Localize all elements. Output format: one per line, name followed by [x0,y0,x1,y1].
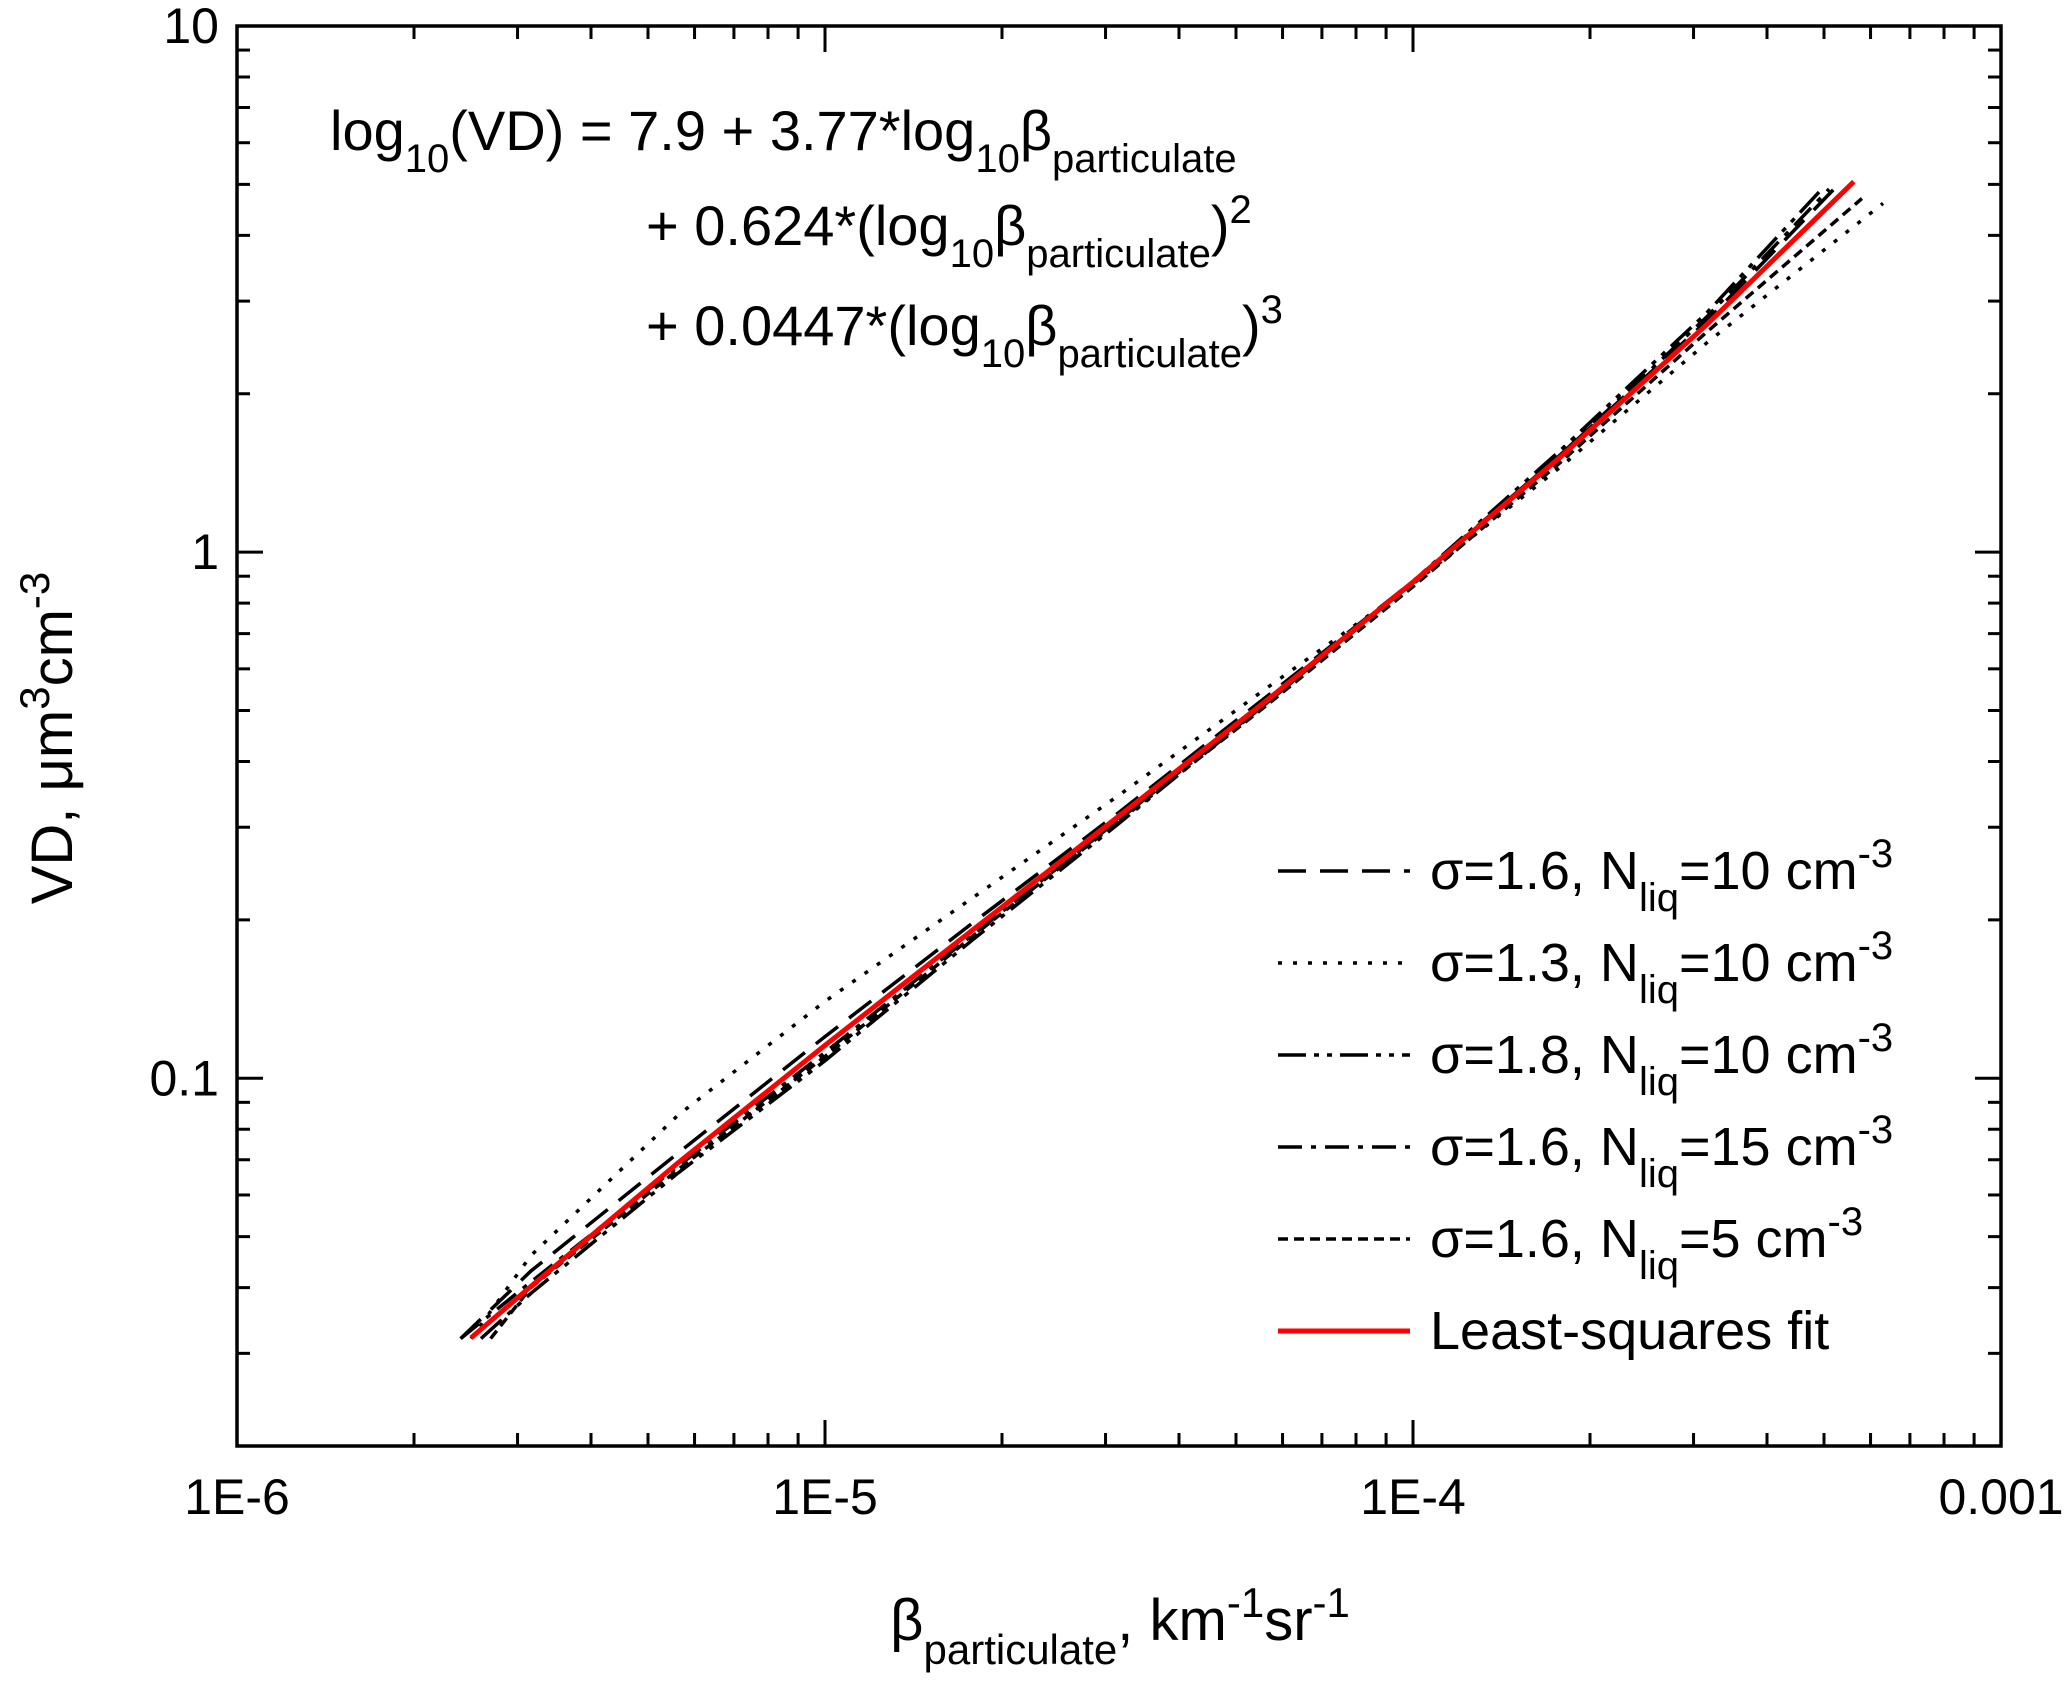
eq-part: + 0.624*(log [646,194,950,257]
series-line [489,197,1864,1340]
x-tick-label: 1E-4 [1360,1469,1466,1525]
eq-part: 2 [1230,188,1252,232]
eq-part: + 0.0447*(log [646,294,981,357]
x-label-part: particulate [924,1626,1118,1673]
legend-label-part: =10 cm [1679,1025,1858,1085]
legend-label: σ=1.3, Nliq=10 cm-3 [1430,924,1893,1012]
eq-part: ) [1242,294,1261,357]
y-label-part: cm [20,609,85,686]
x-label-part: β [890,1588,923,1653]
eq-part: β [1020,99,1052,162]
legend-label-part: liq [1639,968,1679,1012]
eq-part: ) [1211,194,1230,257]
legend-label-part: σ=1.3, N [1430,933,1639,993]
legend-label-part: Least-squares fit [1430,1301,1829,1361]
legend-label-part: σ=1.6, N [1430,1209,1639,1269]
eq-part: log [330,99,405,162]
legend-label: σ=1.6, Nliq=10 cm-3 [1430,832,1893,920]
legend-label: σ=1.6, Nliq=5 cm-3 [1430,1200,1863,1288]
x-tick-label: 1E-6 [184,1469,290,1525]
legend-label-part: liq [1639,1060,1679,1104]
legend-label-part: =5 cm [1679,1209,1828,1269]
series-line [459,187,1831,1340]
plot-area [459,179,1885,1340]
series-line [469,179,1856,1340]
y-tick-label: 0.1 [149,1050,219,1106]
y-axis-label: VD, μm3cm-3 [11,572,86,905]
eq-part: 3 [1261,288,1283,332]
x-label-part: -1 [1227,1579,1264,1626]
y-label-part: -3 [11,572,58,609]
y-label-part: VD, μm [20,710,85,905]
eq-part: 10 [975,137,1020,181]
x-tick-label: 0.001 [1938,1469,2063,1525]
legend-label-part: liq [1639,1152,1679,1196]
eq-part: (VD) = 7.9 + 3.77*log [449,99,975,162]
x-label-part: sr [1264,1588,1312,1653]
eq-part: particulate [1026,232,1211,276]
eq-part: particulate [1052,137,1237,181]
legend-label-part: σ=1.6, N [1430,1117,1639,1177]
legend-label-part: =10 cm [1679,841,1858,901]
equation-line: + 0.0447*(log10βparticulate)3 [646,288,1283,376]
legend-label-part: =10 cm [1679,933,1858,993]
y-tick-label: 1 [191,524,219,580]
x-tick-label: 1E-5 [772,1469,878,1525]
legend-label-part: -3 [1828,1200,1864,1244]
plot-frame [235,24,2003,1448]
x-label-part: -1 [1313,1579,1350,1626]
legend-label-part: =15 cm [1679,1117,1858,1177]
equation-line: log10(VD) = 7.9 + 3.77*log10βparticulate [330,99,1237,181]
y-label-part: 3 [11,686,58,709]
eq-part: particulate [1057,332,1242,376]
equation: log10(VD) = 7.9 + 3.77*log10βparticulate… [330,99,1283,376]
y-tick-label: 10 [163,0,219,54]
legend-label-part: -3 [1858,1108,1894,1152]
eq-part: β [1025,294,1057,357]
legend-label: σ=1.8, Nliq=10 cm-3 [1430,1016,1893,1104]
equation-line: + 0.624*(log10βparticulate)2 [646,188,1252,276]
x-axis-label: βparticulate, km-1sr-1 [890,1579,1350,1673]
legend-label-part: σ=1.6, N [1430,841,1639,901]
eq-part: 10 [950,232,995,276]
legend-label-part: -3 [1858,1016,1894,1060]
legend-label-part: σ=1.8, N [1430,1025,1639,1085]
eq-part: β [994,194,1026,257]
eq-part: 10 [981,332,1026,376]
eq-part: 10 [405,137,450,181]
series-line [479,185,1826,1340]
legend-label-part: -3 [1858,832,1894,876]
x-label-part: , km [1117,1588,1227,1653]
legend-label: σ=1.6, Nliq=15 cm-3 [1430,1108,1893,1196]
legend-label-part: -3 [1858,924,1894,968]
legend-label-part: liq [1639,876,1679,920]
legend-label-part: liq [1639,1244,1679,1288]
legend-label: Least-squares fit [1430,1301,1829,1361]
